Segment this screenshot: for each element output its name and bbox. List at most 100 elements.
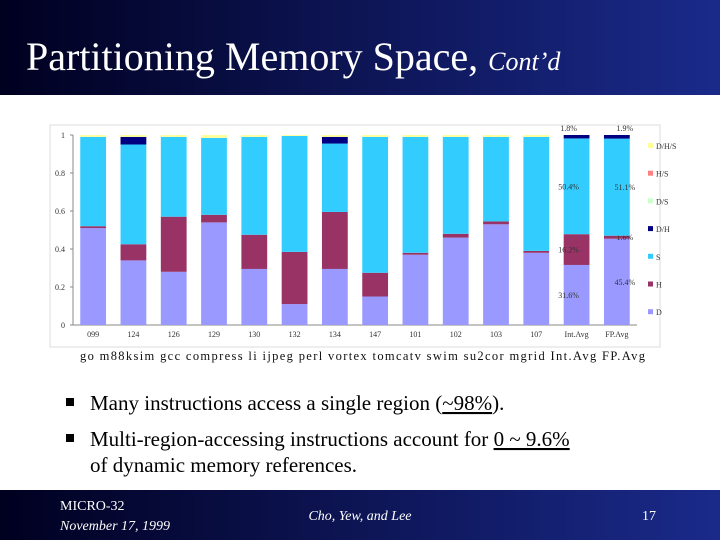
- data-label: 51.1%: [615, 183, 636, 192]
- bar-segment: [120, 244, 147, 261]
- legend-label: D/S: [656, 197, 668, 206]
- bar-segment: [402, 252, 429, 255]
- x-tick-label: 129: [208, 330, 220, 339]
- bar-segment: [563, 138, 590, 235]
- legend-swatch: [648, 170, 653, 176]
- bar-segment: [160, 135, 187, 137]
- bar-segment: [321, 136, 348, 144]
- bar-segment: [241, 268, 268, 325]
- bullet-list: Many instructions access a single region…: [66, 391, 570, 477]
- bar-segment: [523, 250, 550, 253]
- bar-segment: [241, 136, 268, 235]
- legend-label: D/H: [656, 225, 670, 234]
- bar-segment: [362, 296, 389, 325]
- y-tick-label: 0.4: [55, 245, 65, 254]
- data-label: 50.4%: [558, 182, 579, 191]
- x-tick-label: 103: [490, 330, 502, 339]
- data-label: 16.2%: [558, 246, 579, 255]
- bar-segment: [241, 135, 268, 137]
- bar-segment: [281, 251, 308, 305]
- bar-segment: [120, 136, 147, 145]
- bar-segment: [523, 136, 550, 251]
- chart: 0 0.2 0.4 0.6 0.8 1 099 124 126 129 130 132 134 147 10…: [55, 124, 676, 339]
- legend-label: H: [656, 281, 662, 290]
- bar-segment: [362, 272, 389, 297]
- bullet-emphasis: 0 ~ 9.6%: [494, 427, 570, 451]
- bar-segment: [442, 135, 469, 137]
- x-tick-label: 130: [248, 330, 260, 339]
- benchmark-names: go m88ksim gcc compress li ijpeg perl vo…: [80, 349, 646, 363]
- slide-title: Partitioning Memory Space, Cont’d: [26, 34, 561, 79]
- footer-bar: [0, 490, 720, 540]
- bar-segment: [523, 135, 550, 137]
- y-tick-label: 1: [61, 131, 65, 140]
- y-tick-label: 0.8: [55, 169, 65, 178]
- x-tick-label: 107: [530, 330, 542, 339]
- bar-segment: [201, 137, 227, 215]
- bar-segment: [442, 237, 469, 325]
- page-number: 17: [642, 509, 656, 524]
- x-tick-label: 132: [289, 330, 301, 339]
- title-suffix: Cont’d: [488, 47, 561, 76]
- title-bar: [0, 0, 720, 95]
- bullet-text: Many instructions access a single region…: [90, 391, 442, 415]
- bar-segment: [80, 136, 107, 227]
- legend-swatch: [648, 309, 653, 315]
- bar-segment: [80, 135, 107, 137]
- bar-segment: [321, 268, 348, 325]
- bar-segment: [523, 252, 550, 325]
- footer-authors: Cho, Yew, and Lee: [308, 509, 411, 524]
- bar-segment: [321, 135, 348, 137]
- x-tick-label: 147: [369, 330, 381, 339]
- bar-segment: [321, 143, 348, 212]
- x-tick-label: 134: [329, 330, 341, 339]
- bar-segment: [603, 135, 630, 139]
- bar-segment: [281, 304, 308, 325]
- bar-segment: [402, 135, 429, 137]
- bar-segment: [603, 238, 630, 325]
- bar-segment: [321, 211, 348, 269]
- title-main: Partitioning Memory Space,: [26, 34, 478, 79]
- bar-segment: [362, 136, 389, 273]
- bar-segment: [120, 260, 147, 325]
- data-label: 1.6%: [617, 233, 634, 242]
- legend-label: H/S: [656, 170, 668, 179]
- data-label: 1.8%: [560, 124, 577, 133]
- bullet-text: of dynamic memory references.: [90, 453, 357, 477]
- chart-area: [49, 124, 661, 348]
- bar-segment: [241, 234, 268, 269]
- bar-segment: [160, 136, 187, 217]
- bar-segment: [483, 221, 509, 225]
- data-label: 31.6%: [558, 291, 579, 300]
- legend-swatch: [648, 198, 653, 204]
- legend-swatch: [648, 253, 653, 259]
- bar-segment: [160, 271, 187, 325]
- legend-label: S: [656, 253, 660, 262]
- legend-swatch: [648, 143, 653, 148]
- x-tick-label: 102: [450, 330, 462, 339]
- bar-segment: [201, 214, 227, 223]
- y-tick-label: 0.2: [55, 283, 65, 292]
- bar-segment: [563, 135, 590, 139]
- bar-segment: [160, 216, 187, 272]
- legend-label: D: [656, 308, 662, 317]
- bullet: Multi-region-accessing instructions acco…: [90, 427, 570, 477]
- y-tick-label: 0: [61, 321, 65, 330]
- bar-segment: [120, 144, 147, 245]
- bar-segment: [442, 233, 469, 238]
- bar-segment: [483, 135, 509, 137]
- bar-segment: [201, 222, 227, 325]
- bar-segment: [402, 254, 429, 325]
- legend-swatch: [648, 226, 653, 232]
- footer-date: November 17, 1999: [59, 519, 170, 534]
- bullet-text: Multi-region-accessing instructions acco…: [90, 427, 494, 451]
- legend-label: D/H/S: [656, 142, 676, 151]
- bar-segment: [362, 135, 389, 137]
- bar-segment: [80, 228, 107, 325]
- x-tick-label: 126: [168, 330, 180, 339]
- bar-segment: [563, 234, 590, 265]
- bullet-emphasis: ~98%: [442, 391, 492, 415]
- footer-venue: MICRO-32: [60, 499, 125, 514]
- bar-segment: [603, 235, 630, 239]
